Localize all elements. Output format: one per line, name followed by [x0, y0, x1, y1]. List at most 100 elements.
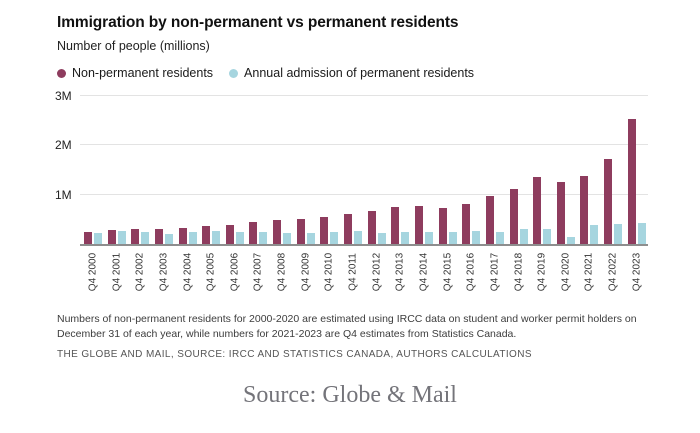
x-tick-label: Q4 2005 — [205, 252, 217, 292]
bar-group — [154, 228, 173, 244]
plot-area: 1M 2M 3M — [55, 89, 648, 246]
bar-non-permanent — [627, 119, 636, 244]
bar-permanent — [354, 231, 363, 244]
bar-non-permanent — [485, 196, 494, 244]
x-tick-label: Q4 2004 — [182, 252, 194, 292]
bar-non-permanent — [202, 226, 211, 244]
x-tick-label: Q4 2013 — [394, 252, 406, 292]
bar-non-permanent — [462, 203, 471, 244]
bar-non-permanent — [131, 229, 140, 244]
bar-group — [202, 226, 221, 244]
bar-non-permanent — [438, 208, 447, 244]
x-tick-label: Q4 2017 — [489, 252, 501, 292]
x-tick-label: Q4 2011 — [347, 253, 359, 291]
legend-label-non-permanent: Non-permanent residents — [72, 66, 214, 80]
x-tick-label: Q4 2018 — [513, 252, 525, 292]
bar-non-permanent — [604, 158, 613, 244]
bar-group — [533, 177, 552, 244]
image-caption: Source: Globe & Mail — [243, 382, 457, 408]
legend-item-non-permanent: Non-permanent residents — [57, 66, 213, 80]
bar-non-permanent — [84, 232, 92, 244]
bar-non-permanent — [367, 211, 376, 244]
x-tick-label: Q4 2023 — [631, 252, 643, 292]
chart-title: Immigration by non-permanent vs permanen… — [57, 14, 459, 31]
bar-permanent — [566, 236, 575, 244]
x-tick-label: Q4 2020 — [560, 252, 572, 292]
bar-non-permanent — [344, 213, 353, 244]
bar-group — [107, 230, 126, 244]
bar-permanent — [235, 232, 244, 244]
bar-permanent — [401, 232, 410, 244]
bar-permanent — [188, 232, 197, 244]
bar-permanent — [164, 233, 173, 244]
bar-permanent — [259, 232, 268, 244]
bar-permanent — [424, 232, 433, 244]
x-tick-label: Q4 2014 — [418, 252, 430, 292]
x-tick-label: Q4 2008 — [276, 252, 288, 292]
bar-non-permanent — [414, 206, 423, 244]
bar-non-permanent — [391, 207, 400, 244]
bar-permanent — [543, 229, 552, 244]
bar-group — [273, 219, 292, 244]
bar-permanent — [519, 229, 528, 244]
legend-dot-permanent-icon — [229, 68, 239, 78]
chart-subtitle: Number of people (millions) — [57, 39, 210, 53]
bar-non-permanent — [580, 175, 589, 244]
source-credit-line: THE GLOBE AND MAIL, SOURCE: IRCC AND STA… — [57, 349, 532, 361]
legend-label-permanent: Annual admission of permanent residents — [244, 66, 475, 80]
bar-group — [178, 227, 197, 244]
bar-permanent — [495, 231, 504, 244]
bar-group — [556, 182, 575, 244]
bar-permanent — [306, 232, 315, 244]
gridline-1M — [80, 193, 648, 195]
bar-non-permanent — [556, 182, 565, 244]
bar-non-permanent — [509, 188, 518, 244]
bar-non-permanent — [320, 216, 329, 244]
bar-non-permanent — [273, 219, 282, 244]
bar-permanent — [117, 231, 126, 244]
y-tick-3M: 3M — [55, 88, 72, 103]
bar-permanent — [330, 232, 339, 244]
bar-non-permanent — [154, 228, 163, 244]
bar-group — [344, 213, 363, 244]
bar-group — [627, 119, 646, 244]
legend-item-permanent: Annual admission of permanent residents — [229, 66, 474, 80]
bar-group — [509, 188, 528, 244]
bar-non-permanent — [249, 222, 258, 244]
bar-group — [391, 207, 410, 244]
bar-non-permanent — [178, 227, 187, 244]
bar-group — [225, 224, 244, 244]
x-tick-label: Q4 2000 — [87, 252, 99, 292]
bar-permanent — [377, 232, 386, 244]
x-tick-label: Q4 2019 — [536, 252, 548, 292]
bar-permanent — [212, 231, 221, 244]
x-tick-label: Q4 2021 — [583, 252, 595, 292]
gridline-3M — [80, 94, 648, 96]
y-tick-1M: 1M — [55, 187, 72, 202]
footnote: Numbers of non-permanent residents for 2… — [57, 313, 637, 341]
chart-content: Immigration by non-permanent vs permanen… — [55, 14, 688, 361]
bar-chart: 1M 2M 3M Q4 2000 Q4 2001 Q4 2002 Q4 2003 Q4 20… — [55, 89, 648, 299]
bar-permanent — [448, 232, 457, 244]
bar-group — [604, 158, 623, 244]
bar-group — [131, 229, 150, 244]
bar-group — [84, 232, 102, 244]
bar-permanent — [94, 232, 102, 244]
bar-permanent — [141, 232, 150, 244]
bar-non-permanent — [296, 218, 305, 244]
bar-permanent — [614, 223, 623, 244]
legend: Non-permanent residents Annual admission… — [57, 66, 688, 80]
x-labels: Q4 2000 Q4 2001 Q4 2002 Q4 2003 Q4 2004 Q4 20… — [80, 246, 648, 299]
bar-group — [367, 211, 386, 244]
x-tick-label: Q4 2007 — [252, 252, 264, 292]
bar-permanent — [637, 222, 646, 244]
bar-group — [296, 218, 315, 244]
bar-group — [485, 196, 504, 244]
y-tick-2M: 2M — [55, 138, 72, 152]
legend-dot-non-permanent-icon — [57, 68, 66, 78]
x-tick-label: Q4 2003 — [158, 252, 170, 292]
bar-non-permanent — [225, 224, 234, 244]
bar-permanent — [472, 231, 481, 244]
bar-non-permanent — [107, 230, 116, 244]
